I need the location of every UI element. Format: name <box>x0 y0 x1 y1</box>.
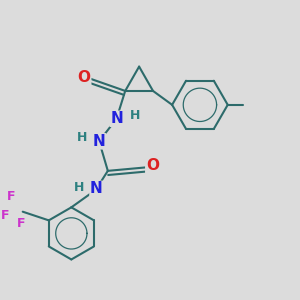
Text: N: N <box>90 182 103 196</box>
Text: F: F <box>0 209 9 222</box>
Text: N: N <box>93 134 106 149</box>
Text: F: F <box>7 190 16 202</box>
Text: F: F <box>17 217 25 230</box>
Text: O: O <box>146 158 159 173</box>
Text: H: H <box>76 131 87 144</box>
Text: O: O <box>78 70 91 85</box>
Text: N: N <box>110 111 123 126</box>
Text: H: H <box>129 109 140 122</box>
Text: H: H <box>74 181 84 194</box>
